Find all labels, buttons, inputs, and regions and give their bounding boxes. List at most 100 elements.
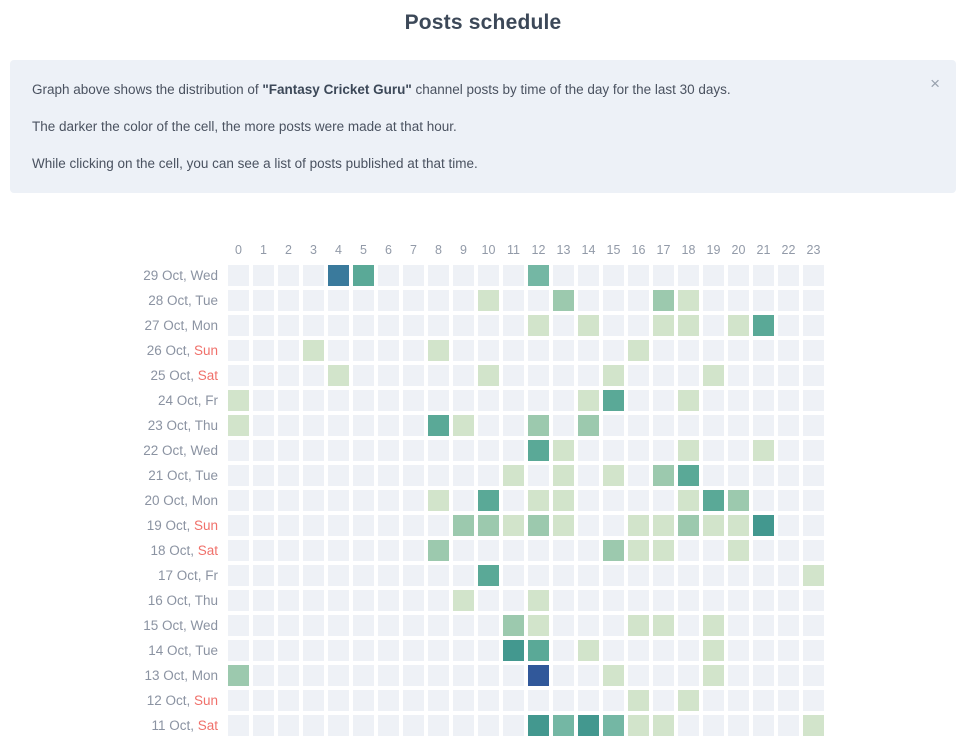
heatmap-cell[interactable] bbox=[403, 715, 424, 736]
heatmap-cell[interactable] bbox=[403, 690, 424, 711]
heatmap-cell[interactable] bbox=[353, 390, 374, 411]
heatmap-cell[interactable] bbox=[228, 690, 249, 711]
heatmap-cell[interactable] bbox=[803, 415, 824, 436]
heatmap-cell[interactable] bbox=[503, 665, 524, 686]
heatmap-cell[interactable] bbox=[728, 690, 749, 711]
heatmap-cell[interactable] bbox=[353, 465, 374, 486]
heatmap-cell[interactable] bbox=[428, 615, 449, 636]
heatmap-cell[interactable] bbox=[353, 715, 374, 736]
heatmap-cell[interactable] bbox=[453, 690, 474, 711]
heatmap-cell[interactable] bbox=[678, 440, 699, 461]
heatmap-cell[interactable] bbox=[553, 415, 574, 436]
heatmap-cell[interactable] bbox=[253, 540, 274, 561]
heatmap-cell[interactable] bbox=[403, 665, 424, 686]
heatmap-cell[interactable] bbox=[628, 465, 649, 486]
heatmap-cell[interactable] bbox=[328, 590, 349, 611]
heatmap-cell[interactable] bbox=[578, 540, 599, 561]
heatmap-cell[interactable] bbox=[328, 690, 349, 711]
heatmap-cell[interactable] bbox=[228, 290, 249, 311]
heatmap-cell[interactable] bbox=[228, 465, 249, 486]
heatmap-cell[interactable] bbox=[428, 540, 449, 561]
heatmap-cell[interactable] bbox=[728, 390, 749, 411]
heatmap-cell[interactable] bbox=[778, 690, 799, 711]
heatmap-cell[interactable] bbox=[728, 515, 749, 536]
heatmap-cell[interactable] bbox=[678, 415, 699, 436]
heatmap-cell[interactable] bbox=[778, 440, 799, 461]
heatmap-cell[interactable] bbox=[578, 315, 599, 336]
heatmap-cell[interactable] bbox=[503, 340, 524, 361]
heatmap-cell[interactable] bbox=[528, 665, 549, 686]
heatmap-cell[interactable] bbox=[553, 265, 574, 286]
heatmap-cell[interactable] bbox=[653, 340, 674, 361]
heatmap-cell[interactable] bbox=[603, 590, 624, 611]
heatmap-cell[interactable] bbox=[578, 515, 599, 536]
heatmap-cell[interactable] bbox=[653, 465, 674, 486]
heatmap-cell[interactable] bbox=[403, 365, 424, 386]
heatmap-cell[interactable] bbox=[503, 265, 524, 286]
heatmap-cell[interactable] bbox=[653, 690, 674, 711]
heatmap-cell[interactable] bbox=[278, 415, 299, 436]
heatmap-cell[interactable] bbox=[653, 715, 674, 736]
heatmap-cell[interactable] bbox=[378, 390, 399, 411]
heatmap-cell[interactable] bbox=[803, 465, 824, 486]
heatmap-cell[interactable] bbox=[753, 340, 774, 361]
heatmap-cell[interactable] bbox=[803, 390, 824, 411]
heatmap-cell[interactable] bbox=[753, 265, 774, 286]
heatmap-cell[interactable] bbox=[328, 515, 349, 536]
heatmap-cell[interactable] bbox=[378, 665, 399, 686]
heatmap-cell[interactable] bbox=[253, 415, 274, 436]
heatmap-cell[interactable] bbox=[278, 615, 299, 636]
heatmap-cell[interactable] bbox=[353, 540, 374, 561]
heatmap-cell[interactable] bbox=[503, 515, 524, 536]
heatmap-cell[interactable] bbox=[328, 540, 349, 561]
heatmap-cell[interactable] bbox=[353, 565, 374, 586]
heatmap-cell[interactable] bbox=[278, 665, 299, 686]
heatmap-cell[interactable] bbox=[328, 615, 349, 636]
heatmap-cell[interactable] bbox=[603, 340, 624, 361]
heatmap-cell[interactable] bbox=[378, 615, 399, 636]
heatmap-cell[interactable] bbox=[453, 715, 474, 736]
heatmap-cell[interactable] bbox=[553, 515, 574, 536]
heatmap-cell[interactable] bbox=[678, 390, 699, 411]
heatmap-cell[interactable] bbox=[578, 490, 599, 511]
heatmap-cell[interactable] bbox=[478, 590, 499, 611]
heatmap-cell[interactable] bbox=[653, 390, 674, 411]
heatmap-cell[interactable] bbox=[253, 465, 274, 486]
heatmap-cell[interactable] bbox=[728, 365, 749, 386]
heatmap-cell[interactable] bbox=[228, 715, 249, 736]
heatmap-cell[interactable] bbox=[253, 340, 274, 361]
heatmap-cell[interactable] bbox=[478, 490, 499, 511]
heatmap-cell[interactable] bbox=[278, 590, 299, 611]
heatmap-cell[interactable] bbox=[303, 465, 324, 486]
heatmap-cell[interactable] bbox=[603, 365, 624, 386]
heatmap-cell[interactable] bbox=[603, 540, 624, 561]
heatmap-cell[interactable] bbox=[478, 715, 499, 736]
heatmap-cell[interactable] bbox=[478, 565, 499, 586]
heatmap-cell[interactable] bbox=[428, 490, 449, 511]
heatmap-cell[interactable] bbox=[378, 490, 399, 511]
heatmap-cell[interactable] bbox=[553, 490, 574, 511]
heatmap-cell[interactable] bbox=[553, 365, 574, 386]
heatmap-cell[interactable] bbox=[628, 565, 649, 586]
heatmap-cell[interactable] bbox=[503, 415, 524, 436]
heatmap-cell[interactable] bbox=[403, 290, 424, 311]
heatmap-cell[interactable] bbox=[678, 665, 699, 686]
heatmap-cell[interactable] bbox=[578, 565, 599, 586]
heatmap-cell[interactable] bbox=[553, 315, 574, 336]
heatmap-cell[interactable] bbox=[528, 340, 549, 361]
heatmap-cell[interactable] bbox=[653, 440, 674, 461]
heatmap-cell[interactable] bbox=[728, 265, 749, 286]
heatmap-cell[interactable] bbox=[478, 665, 499, 686]
heatmap-cell[interactable] bbox=[778, 515, 799, 536]
heatmap-cell[interactable] bbox=[778, 390, 799, 411]
heatmap-cell[interactable] bbox=[478, 340, 499, 361]
heatmap-cell[interactable] bbox=[303, 415, 324, 436]
heatmap-cell[interactable] bbox=[403, 640, 424, 661]
heatmap-cell[interactable] bbox=[328, 665, 349, 686]
heatmap-cell[interactable] bbox=[453, 490, 474, 511]
heatmap-cell[interactable] bbox=[703, 290, 724, 311]
heatmap-cell[interactable] bbox=[578, 290, 599, 311]
heatmap-cell[interactable] bbox=[503, 365, 524, 386]
heatmap-cell[interactable] bbox=[553, 390, 574, 411]
heatmap-cell[interactable] bbox=[453, 540, 474, 561]
